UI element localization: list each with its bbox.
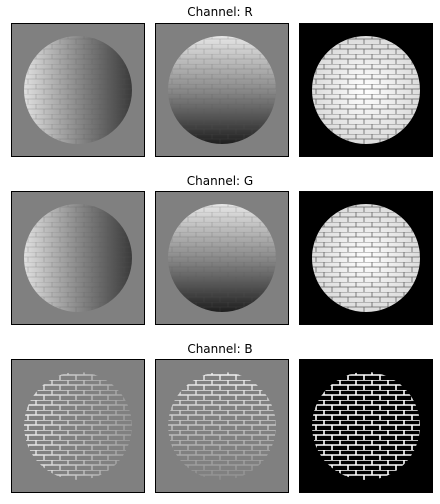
panel-r-albedo — [299, 23, 433, 157]
panel-b-horizontal-shading — [11, 359, 145, 493]
panel-g-vertical-shading — [155, 191, 289, 325]
sphere-image — [156, 360, 288, 492]
row-title-r: Channel: R — [187, 5, 253, 19]
sphere-image — [300, 192, 432, 324]
panel-b-albedo — [299, 359, 433, 493]
row-title-b: Channel: B — [187, 342, 253, 356]
sphere-image — [300, 360, 432, 492]
panel-g-horizontal-shading — [11, 191, 145, 325]
sphere-image — [12, 192, 144, 324]
panel-g-albedo — [299, 191, 433, 325]
row-title-g: Channel: G — [186, 174, 254, 188]
panel-r-horizontal-shading — [11, 23, 145, 157]
panel-r-vertical-shading — [155, 23, 289, 157]
sphere-image — [156, 24, 288, 156]
panel-b-vertical-shading — [155, 359, 289, 493]
sphere-image — [12, 24, 144, 156]
sphere-image — [12, 360, 144, 492]
sphere-image — [156, 192, 288, 324]
sphere-image — [300, 24, 432, 156]
